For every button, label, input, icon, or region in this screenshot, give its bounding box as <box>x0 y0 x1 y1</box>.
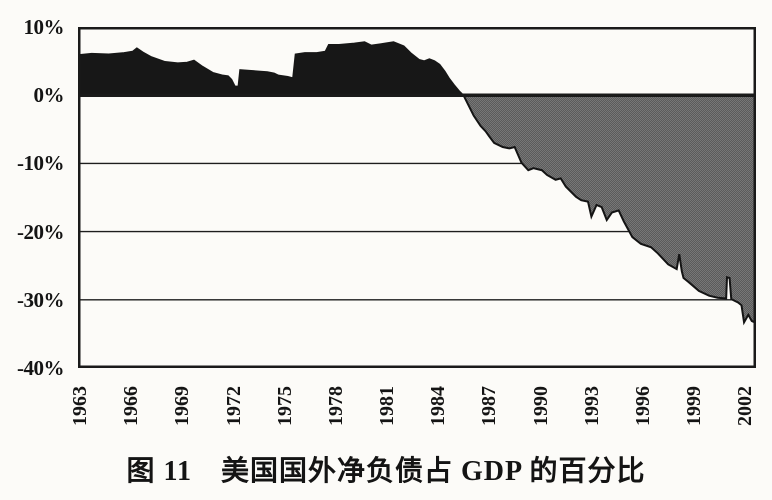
y-axis-tick-label-10: 10% <box>23 15 65 39</box>
chart-canvas <box>78 27 756 368</box>
figure-caption: 图 11 美国国外净负债占 GDP 的百分比 <box>126 456 646 487</box>
x-axis-tick-label-1999: 1999 <box>683 386 706 426</box>
x-axis-tick-label-1996: 1996 <box>631 386 654 426</box>
x-axis-tick-label-1963: 1963 <box>69 386 91 426</box>
x-axis-tick-label-1984: 1984 <box>427 386 450 426</box>
x-axis-tick-label-1975: 1975 <box>273 386 296 426</box>
area-positive-net-assets <box>78 41 466 96</box>
y-axis-tick-label--20: -20% <box>17 219 65 244</box>
x-axis-tick-label-1972: 1972 <box>222 386 245 426</box>
x-axis-tick-label-1981: 1981 <box>376 386 399 426</box>
x-axis-tick-label-1966: 1966 <box>120 386 143 426</box>
x-axis-tick-label-1969: 1969 <box>171 386 194 426</box>
y-axis-tick-label-0: 0% <box>33 83 65 108</box>
x-axis-tick-label-1990: 1990 <box>529 386 552 426</box>
plot-frame <box>78 27 756 368</box>
x-axis-tick-label-1993: 1993 <box>580 386 603 426</box>
chart-plot <box>78 27 756 368</box>
y-axis-tick-label--30: -30% <box>17 287 65 312</box>
x-axis-tick-label-1987: 1987 <box>478 386 501 426</box>
y-axis-tick-label--10: -10% <box>17 151 65 176</box>
x-axis-tick-label-2002: 2002 <box>734 386 757 426</box>
y-axis-tick-label--40: -40% <box>17 356 65 380</box>
area-negative-net-debt <box>461 94 756 326</box>
x-axis-tick-label-1978: 1978 <box>324 386 347 426</box>
